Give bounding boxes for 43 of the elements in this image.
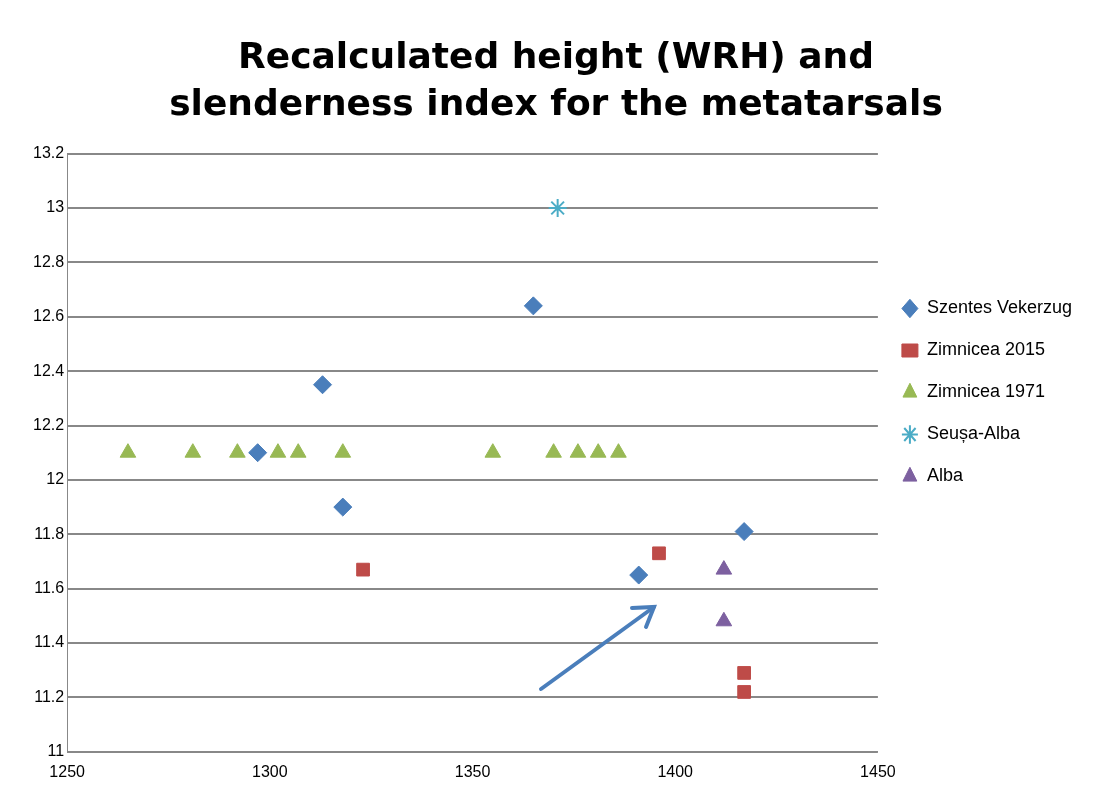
y-tick-label: 13.2	[33, 144, 65, 162]
legend-label: Alba	[926, 465, 964, 486]
y-tick-label: 11.2	[34, 687, 65, 705]
point	[737, 685, 751, 699]
y-tick-label: 11.4	[34, 633, 65, 651]
y-tick-label: 13	[46, 198, 65, 216]
point	[737, 666, 751, 680]
point	[229, 443, 246, 458]
y-tick-label: 12.8	[33, 252, 65, 270]
point	[356, 562, 370, 577]
point	[289, 443, 307, 458]
point	[334, 443, 352, 458]
point	[569, 443, 587, 458]
x-tick-label: 1450	[860, 762, 896, 780]
y-tick-label: 12	[46, 470, 65, 488]
y-tick-label: 11.8	[34, 524, 65, 542]
x-tick-label: 1250	[49, 762, 86, 780]
point	[119, 443, 137, 458]
point	[734, 522, 754, 542]
x-tick-label: 1400	[657, 762, 694, 780]
point	[629, 565, 649, 585]
legend-label: Seușa-Alba	[926, 423, 1021, 444]
legend-label: Zimnicea 1971	[926, 381, 1045, 402]
x-tick-label: 1350	[454, 762, 491, 780]
legend-label: Szentes Vekerzug	[926, 297, 1072, 318]
point	[545, 443, 562, 458]
point	[484, 443, 502, 458]
y-tick-label: 12.6	[33, 307, 65, 325]
y-tick-label: 12.2	[33, 415, 65, 433]
point	[589, 443, 607, 458]
chart-title: Recalculated height (WRH) and slenderness index for the metatarsals	[169, 34, 943, 123]
point	[269, 443, 287, 458]
y-tick-label: 11.6	[34, 579, 65, 597]
point	[652, 546, 666, 561]
point	[610, 443, 627, 458]
point	[715, 611, 733, 627]
point	[715, 560, 733, 575]
y-tick-label: 11	[47, 742, 65, 760]
y-tick-label: 12.4	[33, 361, 65, 379]
point	[184, 443, 202, 458]
legend-label: Zimnicea 2015	[926, 339, 1045, 360]
point	[333, 497, 353, 517]
x-tick-label: 1300	[252, 762, 288, 780]
